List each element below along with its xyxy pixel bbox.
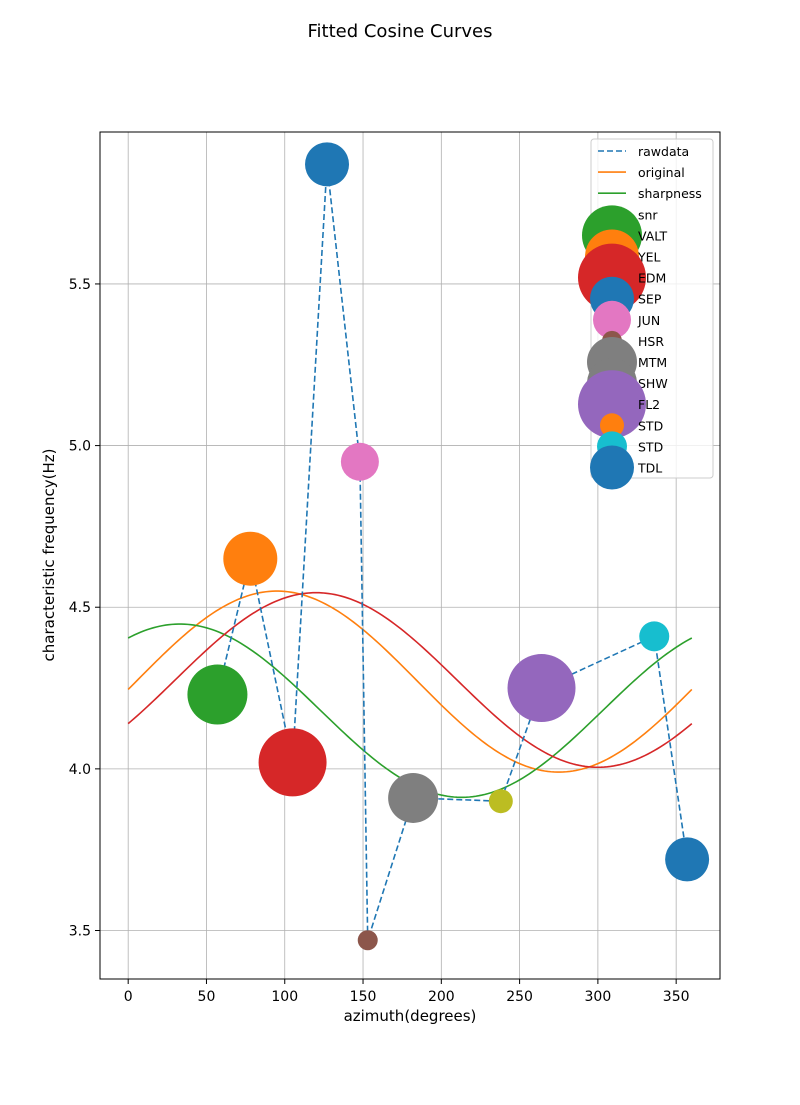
legend-label: TDL [637,461,662,476]
legend-label: FL2 [638,397,660,412]
legend-marker-std [600,413,624,438]
x-axis-ticks: 0 50 100 150 200 250 300 350 [124,979,690,1005]
marker-hsr [357,930,378,951]
x-tick-label: 250 [506,989,533,1005]
marker-fl2 [507,654,576,723]
y-axis-label: characteristic frequency(Hz) [40,449,58,662]
legend-label: SHW [638,376,668,391]
marker-shw [488,789,513,814]
marker-tdl [665,837,710,882]
legend-label: STD [638,439,663,454]
x-tick-label: 50 [198,989,216,1005]
legend-label: HSR [638,334,664,349]
marker-yel [223,531,278,586]
y-tick-label: 5.0 [69,439,91,455]
x-tick-label: 150 [350,989,377,1005]
legend-label: STD [638,418,663,433]
legend-label: SEP [638,292,662,307]
legend-label: original [638,165,685,180]
x-tick-label: 350 [663,989,690,1005]
y-tick-label: 5.5 [69,277,91,293]
legend: rawdata original sharpness snr VALT YEL EDM SEP… [578,138,714,490]
x-tick-label: 200 [428,989,455,1005]
legend-label: snr [638,207,658,222]
chart-title: Fitted Cosine Curves [307,21,492,42]
legend-label: JUN [637,313,660,328]
legend-label: VALT [638,228,668,243]
legend-label: sharpness [638,186,702,201]
legend-label: EDM [638,271,666,286]
x-tick-label: 0 [124,989,133,1005]
original-curve [127,590,693,773]
legend-label: YEL [637,250,661,265]
legend-marker-fl2 [578,370,646,439]
fit-curve [127,591,693,769]
marker-edm [258,728,327,797]
y-axis-ticks: 3.5 4.0 4.5 5.0 5.5 [69,277,100,940]
plot-frame [99,131,721,980]
marker-jun [340,442,379,481]
marker-mtm [388,772,439,823]
legend-label: rawdata [638,144,689,159]
y-tick-label: 4.5 [69,600,91,616]
x-tick-label: 100 [271,989,298,1005]
marker-sep [305,142,350,187]
station-markers [187,142,710,951]
legend-label: MTM [638,355,667,370]
legend-marker-tdl [590,445,634,490]
x-tick-label: 300 [585,989,612,1005]
y-tick-label: 4.0 [69,762,91,778]
x-axis-label: azimuth(degrees) [344,1007,477,1025]
marker-std [639,621,670,652]
y-tick-label: 3.5 [69,924,91,940]
legend-marker-jun [593,300,631,339]
marker-valt [187,664,248,725]
